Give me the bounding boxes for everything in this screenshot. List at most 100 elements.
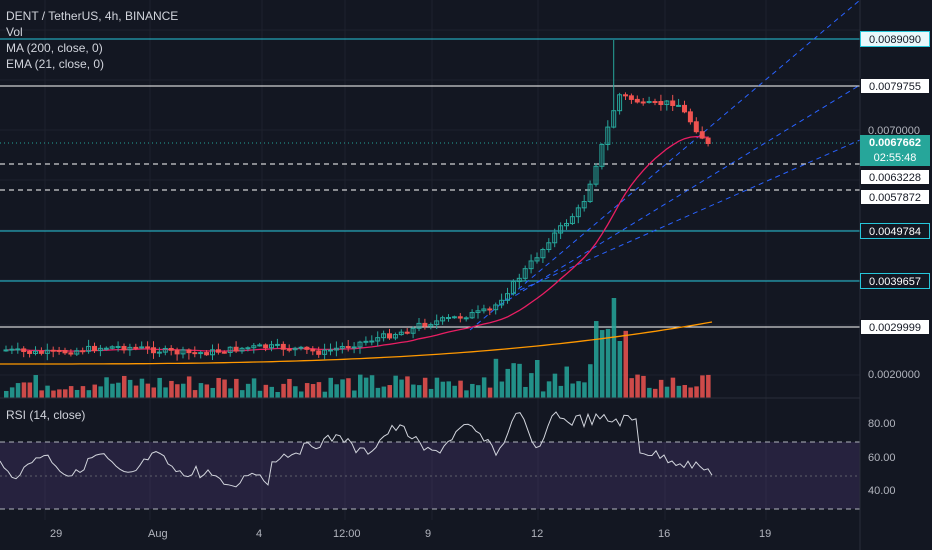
time-label-4: 4 bbox=[256, 528, 263, 540]
volume-bar bbox=[4, 390, 9, 398]
volume-bar bbox=[175, 384, 180, 398]
volume-bar bbox=[558, 385, 564, 398]
candle-body bbox=[280, 343, 286, 350]
volume-bar bbox=[269, 386, 274, 398]
volume-bar bbox=[487, 387, 493, 398]
volume-bar bbox=[204, 384, 210, 398]
volume-bar bbox=[470, 383, 475, 398]
volume-bar bbox=[594, 321, 599, 398]
volume-bar bbox=[281, 383, 286, 398]
candle-body bbox=[652, 101, 658, 104]
candle-body bbox=[446, 317, 451, 320]
volume-bar bbox=[45, 385, 50, 398]
volume-bar bbox=[234, 378, 239, 398]
volume-bar bbox=[505, 368, 510, 398]
candle-body bbox=[658, 101, 664, 106]
volume-bar bbox=[706, 374, 711, 398]
volume-bar bbox=[458, 380, 463, 398]
price-label-level-7: 0.0039657 bbox=[860, 273, 930, 289]
volume-legend[interactable]: Vol bbox=[6, 25, 23, 39]
volume-bar bbox=[181, 383, 186, 398]
current-price-label: 0.0067662 bbox=[860, 135, 930, 151]
candle-body bbox=[558, 225, 564, 234]
rsi-legend[interactable]: RSI (14, close) bbox=[6, 408, 86, 422]
candle-body bbox=[27, 351, 33, 354]
volume-bar bbox=[210, 387, 215, 398]
candle-body bbox=[528, 260, 534, 270]
candle-body bbox=[80, 350, 86, 353]
candle-body bbox=[593, 165, 599, 185]
candle-body bbox=[339, 345, 345, 349]
candle-body bbox=[68, 352, 74, 355]
volume-bar bbox=[605, 328, 611, 398]
candle-body bbox=[215, 349, 221, 353]
symbol-title[interactable]: DENT / TetherUS, 4h, BINANCE bbox=[6, 9, 179, 23]
volume-bar bbox=[688, 387, 693, 398]
candlesticks bbox=[3, 40, 711, 361]
candle-timer-label: 02:55:48 bbox=[860, 150, 930, 166]
candle-body bbox=[198, 352, 204, 355]
candle-body bbox=[328, 349, 333, 352]
time-label-12: 12 bbox=[531, 528, 544, 540]
volume-bar bbox=[322, 391, 328, 398]
candle-body bbox=[86, 345, 92, 352]
candle-body bbox=[357, 341, 363, 348]
volume-bar bbox=[476, 385, 481, 398]
candle-body bbox=[510, 281, 516, 295]
volume-bar bbox=[411, 384, 416, 398]
candle-body bbox=[50, 349, 56, 352]
candle-body bbox=[410, 327, 416, 334]
volume-bar bbox=[588, 364, 593, 398]
volume-bar bbox=[617, 340, 623, 398]
candle-body bbox=[534, 257, 540, 262]
volume-bar bbox=[51, 390, 56, 398]
volume-bar bbox=[116, 382, 121, 398]
horizontal-levels bbox=[0, 38, 860, 328]
candle-body bbox=[664, 100, 670, 106]
candle-body bbox=[587, 183, 593, 203]
volume-bar bbox=[440, 381, 446, 398]
ema-legend[interactable]: EMA (21, close, 0) bbox=[6, 57, 105, 71]
chart-grid bbox=[0, 0, 860, 520]
volume-bar bbox=[546, 381, 552, 398]
volume-bar bbox=[275, 391, 280, 398]
candle-body bbox=[180, 349, 186, 355]
candle-body bbox=[699, 131, 705, 139]
candle-body bbox=[174, 349, 180, 355]
candle-body bbox=[387, 333, 392, 339]
volume-bar bbox=[334, 384, 339, 398]
volume-bar bbox=[352, 390, 357, 398]
volume-bar bbox=[74, 389, 80, 398]
candle-body bbox=[156, 351, 162, 354]
volume-bar bbox=[86, 390, 92, 398]
time-label-1200: 12:00 bbox=[333, 528, 361, 540]
rsi-pane bbox=[0, 411, 860, 510]
volume-bar bbox=[9, 387, 15, 398]
candle-body bbox=[416, 322, 422, 329]
candle-body bbox=[263, 344, 269, 349]
volume-bar bbox=[122, 375, 127, 398]
candle-body bbox=[617, 94, 623, 112]
ma-200-line bbox=[0, 321, 713, 365]
volume-bar bbox=[39, 390, 44, 398]
candle-body bbox=[292, 347, 298, 351]
time-label-19: 19 bbox=[759, 528, 772, 540]
candle-body bbox=[564, 222, 569, 227]
ma-legend[interactable]: MA (200, close, 0) bbox=[6, 41, 103, 55]
volume-bar bbox=[145, 383, 151, 398]
candle-body bbox=[392, 334, 398, 339]
candle-body bbox=[44, 349, 50, 354]
trend-line bbox=[519, 139, 861, 291]
volume-bar bbox=[228, 388, 233, 398]
volume-bar bbox=[570, 383, 575, 398]
candle-body bbox=[345, 345, 351, 348]
volume-bar bbox=[240, 390, 245, 398]
volume-bar bbox=[304, 383, 310, 398]
volume-bar bbox=[57, 389, 62, 398]
candle-body bbox=[192, 352, 198, 355]
candle-body bbox=[127, 346, 133, 351]
candle-body bbox=[493, 304, 499, 311]
volume-bar bbox=[694, 386, 699, 398]
candle-body bbox=[404, 331, 410, 334]
